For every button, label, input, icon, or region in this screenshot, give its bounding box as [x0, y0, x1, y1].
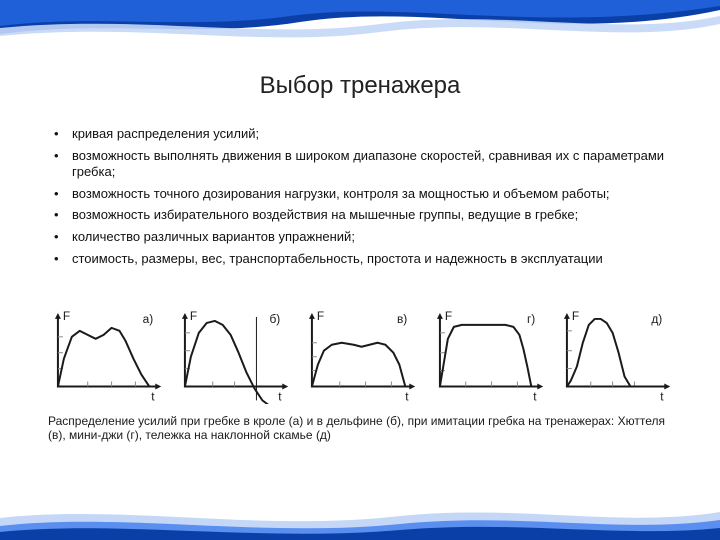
mini-chart-b: Ft б): [173, 309, 292, 404]
bullet-item: возможность выполнять движения в широком…: [50, 148, 676, 180]
charts-caption: Распределение усилий при гребке в кроле …: [44, 414, 676, 442]
bullets-list: кривая распределения усилий; возможность…: [44, 126, 676, 267]
mini-chart-v: Ft в): [300, 309, 419, 404]
svg-text:в): в): [397, 312, 407, 326]
charts-row: Ft а) Ft б) Ft в) Ft г) Ft д): [44, 309, 676, 404]
svg-text:г): г): [527, 312, 535, 326]
decor-bottom-swoosh: [0, 498, 720, 540]
slide-content: Выбор тренажера кривая распределения уси…: [0, 0, 720, 442]
bullet-item: количество различных вариантов упражнени…: [50, 229, 676, 245]
page-title: Выбор тренажера: [44, 72, 676, 100]
svg-text:t: t: [533, 389, 537, 403]
svg-text:t: t: [278, 389, 282, 403]
bullet-item: стоимость, размеры, вес, транспортабельн…: [50, 251, 676, 267]
svg-text:t: t: [151, 389, 155, 403]
svg-text:д): д): [651, 312, 662, 326]
svg-text:а): а): [143, 312, 154, 326]
svg-text:F: F: [444, 309, 451, 323]
svg-text:F: F: [572, 309, 579, 323]
svg-text:б): б): [270, 312, 281, 326]
bullet-item: кривая распределения усилий;: [50, 126, 676, 142]
mini-chart-g: Ft г): [428, 309, 547, 404]
bullet-item: возможность избирательного воздействия н…: [50, 207, 676, 223]
svg-text:F: F: [63, 309, 70, 323]
svg-text:t: t: [660, 389, 664, 403]
mini-chart-a: Ft а): [46, 309, 165, 404]
svg-text:F: F: [317, 309, 324, 323]
mini-chart-d: Ft д): [555, 309, 674, 404]
svg-text:F: F: [190, 309, 197, 323]
bullet-item: возможность точного дозирования нагрузки…: [50, 186, 676, 202]
svg-text:t: t: [406, 389, 410, 403]
